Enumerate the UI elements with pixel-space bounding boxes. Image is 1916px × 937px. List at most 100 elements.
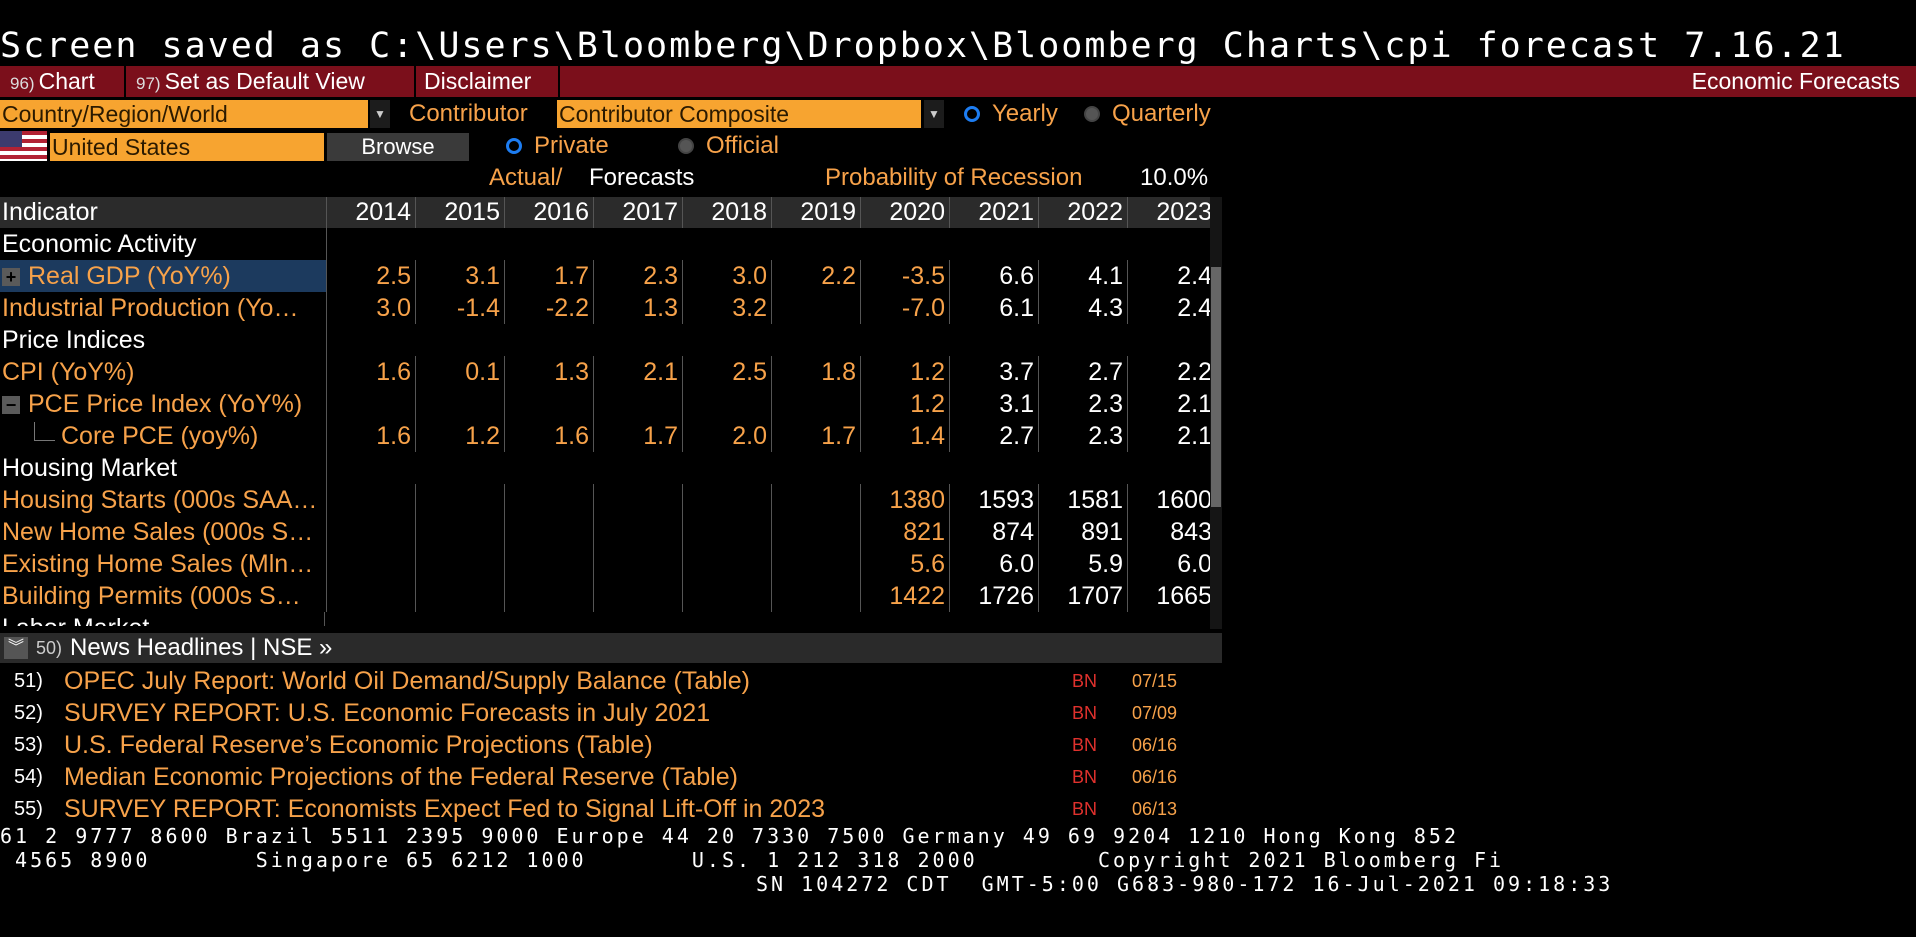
value-cell [772,452,861,484]
official-radio[interactable] [678,138,694,154]
value-cell: 1707 [1038,580,1128,612]
indicator-name[interactable]: − PCE Price Index (YoY%) [0,388,327,420]
news-header-bar[interactable]: ︾ 50) News Headlines | NSE » [0,633,1222,663]
contributor-select[interactable]: Contributor Composite [557,100,921,128]
contributor-dropdown-icon[interactable]: ▼ [924,100,944,128]
default-button-number: 97) [136,74,161,93]
value-cell [594,324,683,356]
collapse-icon[interactable]: ︾ [4,637,28,659]
value-cell: 1593 [949,484,1039,516]
table-row[interactable]: Industrial Production (Yo… 3.0 -1.4 -2.2 1.3… [0,292,1217,324]
chart-button[interactable]: 96) Chart [0,66,126,97]
private-radio[interactable] [506,138,522,154]
news-item-title[interactable]: U.S. Federal Reserve’s Economic Projecti… [64,731,653,759]
value-cell: 6.1 [949,292,1039,324]
indicator-label: Real GDP (YoY%) [28,261,231,290]
news-item-title[interactable]: SURVEY REPORT: Economists Expect Fed to … [64,795,826,823]
quarterly-radio[interactable] [1084,106,1100,122]
country-field[interactable]: United States [50,133,324,161]
value-cell: 2.3 [1038,420,1128,452]
year-header[interactable]: 2022 [1038,197,1128,228]
table-row[interactable]: Housing Starts (000s SAA… 1380 1593 1581 160… [0,484,1217,516]
collapse-icon[interactable]: − [2,395,20,414]
value-cell: 1.2 [860,388,950,420]
chart-button-number: 96) [10,74,35,93]
value-cell: 2.2 [1127,356,1217,388]
indicator-name[interactable]: + Real GDP (YoY%) [0,260,327,292]
value-cell [504,580,594,612]
table-row[interactable]: Existing Home Sales (Mln… 5.6 6.0 5.9 6.0 [0,548,1217,580]
indicator-name[interactable]: CPI (YoY%) [0,356,327,388]
news-item[interactable]: 53) U.S. Federal Reserve’s Economic Proje… [0,729,1222,761]
forecast-table: Indicator 2014 2015 2016 2017 2018 2019 … [0,197,1217,644]
year-header[interactable]: 2018 [682,197,772,228]
value-cell [327,228,416,260]
table-category-row: Price Indices [0,324,1217,356]
value-cell: 821 [860,516,950,548]
browse-button[interactable]: Browse [327,133,469,161]
scrollbar-thumb[interactable] [1211,267,1221,507]
news-item-title[interactable]: SURVEY REPORT: U.S. Economic Forecasts i… [64,699,711,727]
value-cell [1039,452,1128,484]
contact-line-1: 61 2 9777 8600 Brazil 5511 2395 9000 Eur… [0,824,1459,848]
indicator-name[interactable]: Core PCE (yoy%) [0,420,327,452]
contact-line-2: 4565 8900 Singapore 65 6212 1000 U.S. 1 … [0,848,1505,872]
news-item[interactable]: 52) SURVEY REPORT: U.S. Economic Forecast… [0,697,1222,729]
year-header[interactable]: 2021 [949,197,1039,228]
news-header-title[interactable]: News Headlines | NSE » [70,634,333,661]
value-cell [683,228,772,260]
table-row[interactable]: CPI (YoY%) 1.6 0.1 1.3 2.1 2.5 1.8 1.2 3.7 2.7 2.2 [0,356,1217,388]
value-cell [327,452,416,484]
value-cell: 6.6 [949,260,1039,292]
year-header[interactable]: 2023 [1127,197,1217,228]
year-header[interactable]: 2014 [326,197,416,228]
table-row[interactable]: Building Permits (000s S… 1422 1726 1707 166… [0,580,1217,612]
year-header[interactable]: 2017 [593,197,683,228]
value-cell [504,388,594,420]
indicator-name[interactable]: New Home Sales (000s S… [0,516,327,548]
news-item-title[interactable]: Median Economic Projections of the Feder… [64,763,738,791]
value-cell: 3.1 [949,388,1039,420]
news-item[interactable]: 51) OPEC July Report: World Oil Demand/Su… [0,665,1222,697]
news-item[interactable]: 55) SURVEY REPORT: Economists Expect Fed … [0,793,1222,825]
indicator-name[interactable]: Building Permits (000s S… [0,580,327,612]
value-cell [861,324,950,356]
expand-icon[interactable]: + [2,267,20,286]
region-dropdown-icon[interactable]: ▼ [370,100,390,128]
indicator-header[interactable]: Indicator [0,197,327,228]
value-cell [950,324,1039,356]
table-category-row: Labor Market [0,612,1217,644]
table-scrollbar[interactable] [1210,197,1222,629]
value-cell: 2.7 [949,420,1039,452]
official-label: Official [706,132,779,159]
chart-button-label: Chart [38,68,95,94]
indicator-name[interactable]: Housing Starts (000s SAA… [0,484,327,516]
news-item-title[interactable]: OPEC July Report: World Oil Demand/Suppl… [64,667,750,695]
year-header[interactable]: 2016 [504,197,594,228]
actual-label: Actual/ [489,164,563,191]
value-cell: 0.1 [415,356,505,388]
set-default-view-button[interactable]: 97) Set as Default View [126,66,416,97]
disclaimer-button[interactable]: Disclaimer [414,66,560,97]
value-cell: 2.5 [682,356,772,388]
news-item[interactable]: 54) Median Economic Projections of the Fe… [0,761,1222,793]
contributor-label: Contributor [409,100,528,127]
table-row[interactable]: New Home Sales (000s S… 821 874 891 843 [0,516,1217,548]
year-header[interactable]: 2020 [860,197,950,228]
table-row[interactable]: Core PCE (yoy%) 1.6 1.2 1.6 1.7 2.0 1.7 1.4 2.7 2… [0,420,1217,452]
indicator-name[interactable]: Industrial Production (Yo… [0,292,327,324]
year-header[interactable]: 2015 [415,197,505,228]
table-row[interactable]: + Real GDP (YoY%) 2.5 3.1 1.7 2.3 3.0 2.2 -3.5 6.… [0,260,1217,292]
value-cell [415,548,505,580]
value-cell [682,548,772,580]
region-select[interactable]: Country/Region/World [0,100,368,128]
yearly-radio[interactable] [964,106,980,122]
value-cell [1039,228,1128,260]
table-row[interactable]: − PCE Price Index (YoY%) 1.2 3.1 2.3 2.1 [0,388,1217,420]
indicator-name[interactable]: Existing Home Sales (Mln… [0,548,327,580]
value-cell [593,388,683,420]
news-item-source: BN [1072,799,1098,819]
year-header[interactable]: 2019 [771,197,861,228]
indicator-label: Industrial Production (Yo… [2,293,299,322]
table-header-row: Indicator 2014 2015 2016 2017 2018 2019 … [0,197,1217,228]
